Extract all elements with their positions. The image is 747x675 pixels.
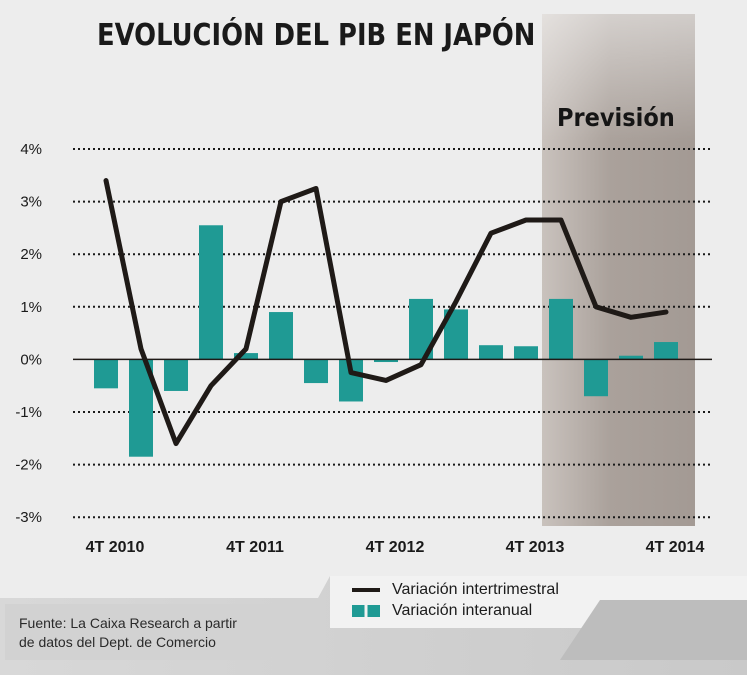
bar bbox=[304, 359, 328, 384]
bar bbox=[234, 353, 258, 360]
source-box bbox=[5, 604, 285, 660]
y-tick-label: 2% bbox=[20, 246, 42, 263]
line-series-path bbox=[103, 178, 669, 447]
y-tick-label: 3% bbox=[20, 194, 42, 211]
gridlines bbox=[73, 148, 712, 519]
bar-series bbox=[94, 225, 678, 457]
y-tick-label: -2% bbox=[15, 457, 42, 474]
bar bbox=[549, 298, 573, 360]
bar bbox=[584, 359, 608, 397]
chart-title: EVOLUCIÓN DEL PIB EN JAPÓN bbox=[97, 18, 536, 53]
x-tick-label: 4T 2012 bbox=[366, 539, 425, 556]
y-tick-label: 4% bbox=[20, 141, 42, 158]
bar bbox=[269, 312, 293, 360]
x-tick-label: 4T 2011 bbox=[226, 539, 284, 556]
legend-bar-label: Variación interanual bbox=[392, 602, 533, 619]
bar bbox=[514, 346, 538, 360]
legend-bar-swatch bbox=[352, 604, 380, 617]
bar bbox=[619, 355, 643, 360]
bar bbox=[374, 359, 398, 363]
x-tick-label: 4T 2010 bbox=[86, 539, 145, 556]
y-tick-label: -3% bbox=[15, 509, 42, 526]
y-axis-ticks: 4% 3% 2% 1% 0% -1% -2% -3% bbox=[15, 141, 42, 526]
source-line-1: Fuente: La Caixa Research a partir bbox=[19, 615, 237, 631]
legend-line-label: Variación intertrimestral bbox=[392, 581, 559, 598]
bar bbox=[479, 345, 503, 360]
line-series bbox=[103, 178, 669, 447]
legend-item-bar: Variación interanual bbox=[352, 600, 559, 621]
y-tick-label: -1% bbox=[15, 404, 42, 421]
x-tick-label: 4T 2013 bbox=[506, 539, 565, 556]
bar bbox=[164, 359, 188, 391]
x-tick-label: 4T 2014 bbox=[646, 539, 705, 556]
bar bbox=[654, 342, 678, 360]
y-tick-label: 0% bbox=[20, 351, 42, 368]
legend: Variación intertrimestral Variación inte… bbox=[352, 579, 559, 621]
footer-band-dark bbox=[560, 600, 747, 660]
source-line-2: de datos del Dept. de Comercio bbox=[19, 634, 216, 650]
source-note: Fuente: La Caixa Research a partir de da… bbox=[19, 614, 237, 652]
legend-item-line: Variación intertrimestral bbox=[352, 579, 559, 600]
y-tick-label: 1% bbox=[20, 299, 42, 316]
bar bbox=[199, 225, 223, 360]
legend-line-swatch bbox=[352, 587, 380, 592]
forecast-label: Previsión bbox=[557, 103, 675, 132]
forecast-band-highlight bbox=[542, 14, 695, 526]
bar bbox=[94, 359, 118, 389]
x-axis-ticks: 4T 2010 4T 2011 4T 2012 4T 2013 4T 2014 bbox=[86, 539, 705, 556]
